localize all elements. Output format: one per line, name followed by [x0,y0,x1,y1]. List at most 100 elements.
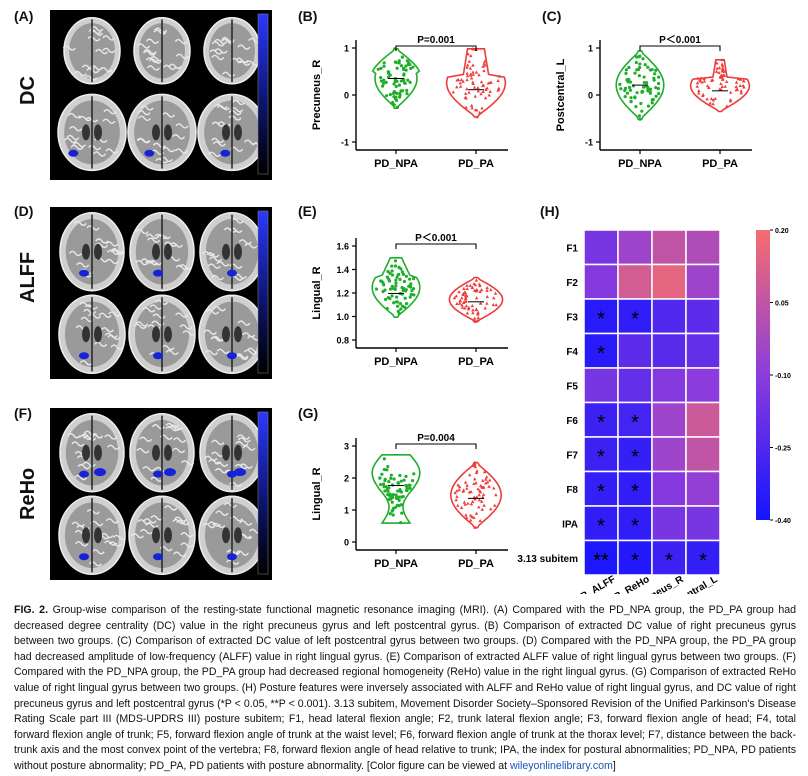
data-point [467,305,471,309]
significance-bracket [395,243,477,249]
heatmap-cell [583,401,619,438]
gyrus-line [112,534,126,541]
data-point [404,64,408,68]
data-point [472,288,477,292]
data-point [476,312,480,316]
data-point [470,106,474,110]
gyrus-line [137,110,151,116]
data-point [402,478,406,482]
gyrus-line [107,334,121,341]
data-point [464,296,468,300]
ventricle [82,124,90,141]
gyrus-line [175,53,189,60]
data-point [485,480,490,484]
panel-label-e: (E) [298,203,317,219]
activation-blob [227,553,237,561]
gyrus-line [150,476,164,483]
data-point [399,307,403,311]
gyrus-line [88,144,102,151]
data-point [477,498,482,502]
data-point [398,93,402,97]
activation-blob [79,352,89,360]
data-point [397,498,401,503]
data-point [741,79,746,83]
data-point [391,513,395,517]
data-point [468,66,473,70]
brain-slice [128,294,196,375]
data-point [695,76,700,80]
heatmap-row-label: F3 [566,312,578,323]
gyrus-line [98,312,112,318]
y-tick-label: 0 [588,91,593,101]
data-point [475,288,479,292]
data-point [485,286,489,290]
data-point [702,77,706,81]
y-tick-label: 1.2 [336,289,349,299]
data-point [468,513,473,517]
data-point [458,84,463,88]
group-label: PD_PA [702,158,738,170]
significance-star: * [597,343,605,365]
data-point [466,52,470,56]
data-point [479,484,483,488]
data-point [473,319,477,323]
gyrus-line [175,264,189,271]
y-tick-label: -1 [585,138,593,148]
gyrus-line [228,109,242,116]
data-point [648,87,653,91]
data-point [394,300,399,304]
data-point [488,89,492,93]
activation-blob [68,149,79,157]
gyrus-line [178,264,192,270]
data-point [464,294,468,298]
data-point [412,277,416,281]
data-point [385,275,389,279]
data-point [714,69,719,73]
data-point [466,63,470,67]
data-point [481,478,485,482]
group-label: PD_PA [458,356,494,368]
data-point [460,303,464,307]
data-point [471,311,475,315]
data-point [483,96,488,100]
data-point [390,273,395,277]
activation-blob [220,149,231,157]
y-tick-label: 1 [588,44,593,54]
data-point [695,81,700,85]
data-point [636,67,641,72]
data-point [638,54,642,58]
gyrus-line [95,238,109,244]
gyrus-line [213,38,228,45]
gyrus-line [139,436,153,442]
data-point [379,76,383,80]
data-point [398,302,402,306]
data-point [394,496,399,500]
heatmap-cell [685,505,721,542]
data-point [633,71,637,75]
data-point [483,59,487,63]
data-point [399,490,404,494]
data-point [646,65,650,69]
caption-link[interactable]: wileyonlinelibrary.com [510,759,613,772]
data-point [395,275,399,279]
data-point [468,473,472,477]
data-point [478,283,482,288]
gyrus-line [235,354,249,361]
activation-blob [153,470,163,478]
gyrus-line [242,445,256,451]
data-point [654,94,658,98]
heatmap-row-label: F1 [566,243,578,254]
gyrus-line [142,307,156,313]
data-point [725,104,729,108]
ventricle [234,243,242,260]
gyrus-line [73,220,87,227]
gyrus-line [62,45,76,51]
significance-star: * [631,550,639,572]
data-point [654,68,658,72]
gyrus-line [99,66,113,73]
data-point [637,74,641,78]
data-point [401,304,405,308]
gyrus-line [83,308,97,315]
data-point [722,73,727,77]
data-point [457,290,461,294]
